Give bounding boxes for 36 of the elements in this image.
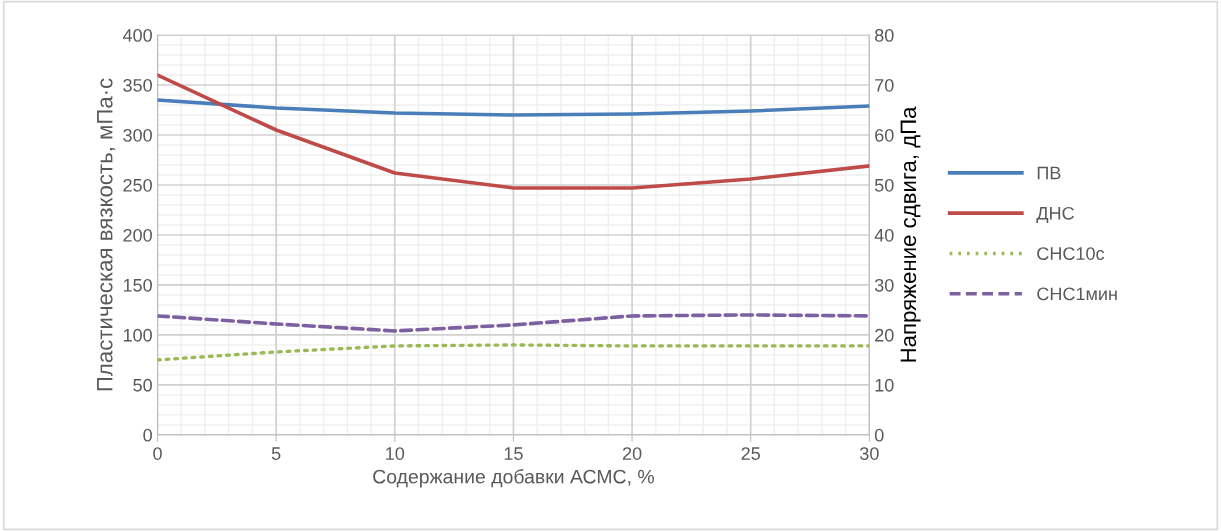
line-series bbox=[157, 73, 870, 190]
legend-label: ДНС bbox=[1036, 206, 1074, 224]
y-tick-label: 50 bbox=[133, 378, 152, 392]
x-tick-label: 10 bbox=[386, 447, 405, 460]
y2-tick-label: 70 bbox=[875, 78, 894, 92]
y2-tick-label: 60 bbox=[875, 128, 894, 142]
x-tick-label: 5 bbox=[271, 447, 281, 460]
y2-tick-label: 30 bbox=[874, 278, 894, 292]
legend-label: СНС1мин bbox=[1037, 287, 1117, 301]
x-axis-title: Содержание добавки АСМС, % bbox=[373, 469, 654, 488]
y-tick-label: 150 bbox=[123, 278, 152, 292]
line-series bbox=[157, 343, 870, 362]
y2-tick-label: 10 bbox=[875, 378, 894, 392]
y-axis-title: Пластическая вязкость, мПа·с bbox=[97, 78, 116, 391]
legend-label: ПВ bbox=[1037, 166, 1061, 180]
x-tick-label: 15 bbox=[504, 447, 523, 460]
y-tick-label: 350 bbox=[123, 78, 152, 92]
x-tick-label: 30 bbox=[860, 447, 879, 460]
line-series bbox=[157, 313, 870, 333]
y-tick-label: 300 bbox=[123, 128, 152, 142]
y2-tick-label: 20 bbox=[875, 328, 894, 342]
legend-label: СНС10с bbox=[1037, 247, 1105, 260]
y-tick-label: 200 bbox=[123, 228, 152, 242]
y2-tick-label: 0 bbox=[874, 428, 884, 442]
y2-tick-label: 50 bbox=[874, 178, 894, 192]
y2-tick-label: 80 bbox=[875, 28, 894, 42]
x-tick-label: 25 bbox=[741, 447, 760, 460]
y2-axis-title: Напряжение сдвига, дПа bbox=[900, 106, 921, 362]
line-series bbox=[157, 98, 870, 117]
y-tick-label: 0 bbox=[143, 428, 152, 442]
x-tick-label: 20 bbox=[622, 447, 642, 460]
y-tick-label: 250 bbox=[123, 178, 152, 192]
y2-tick-label: 40 bbox=[874, 228, 894, 242]
y-tick-label: 400 bbox=[122, 28, 152, 42]
x-tick-label: 0 bbox=[153, 447, 162, 460]
y-tick-label: 100 bbox=[123, 328, 152, 342]
